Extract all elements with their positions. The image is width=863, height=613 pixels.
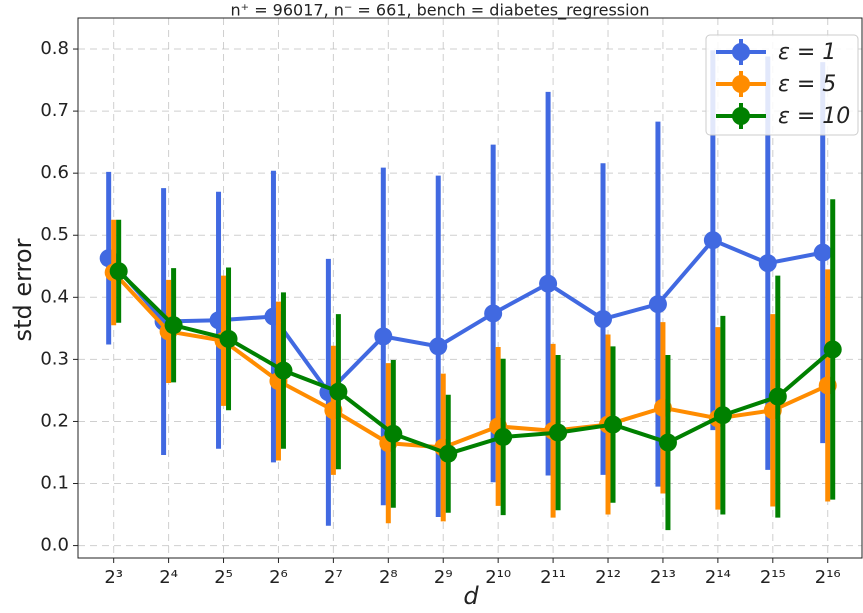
x-axis-label: d — [463, 582, 479, 609]
point — [219, 329, 238, 348]
point — [439, 444, 458, 463]
point — [274, 361, 293, 380]
x-tick-label: 2⁵ — [214, 567, 233, 588]
legend-marker — [732, 75, 750, 93]
point — [823, 340, 842, 359]
point — [484, 304, 503, 323]
x-tick-label: 2¹⁰ — [485, 567, 511, 588]
x-tick-label: 2⁶ — [269, 567, 288, 588]
point — [758, 254, 777, 273]
plot-frame — [77, 17, 863, 559]
y-tick-label: 0.1 — [40, 473, 69, 494]
x-tick-label: 2³ — [104, 567, 123, 588]
y-tick-label: 0.3 — [40, 348, 69, 369]
point — [713, 406, 732, 425]
point — [494, 427, 513, 446]
y-tick-label: 0.6 — [40, 162, 69, 183]
x-tick-label: 2¹⁶ — [815, 567, 841, 588]
series — [104, 219, 837, 524]
series-line — [117, 269, 835, 456]
legend-label: ε = 5 — [778, 72, 836, 97]
point — [539, 274, 558, 293]
point — [813, 243, 832, 262]
y-tick-label: 0.4 — [40, 286, 69, 307]
legend-label: ε = 10 — [778, 104, 850, 129]
x-tick-label: 2⁸ — [379, 567, 398, 588]
y-axis-label: std error — [9, 238, 37, 341]
y-tick-label: 0.5 — [40, 224, 69, 245]
x-tick-label: 2¹¹ — [540, 567, 566, 588]
point — [429, 337, 448, 356]
point — [594, 310, 613, 329]
series — [109, 199, 842, 531]
point — [648, 295, 667, 314]
y-tick-label: 0.7 — [40, 100, 69, 121]
x-tick-label: 2⁷ — [324, 567, 343, 588]
point — [768, 387, 787, 406]
x-tick-label: 2¹² — [595, 567, 621, 588]
point — [658, 433, 677, 452]
y-tick-label: 0.0 — [40, 535, 69, 556]
x-tick-label: 2¹³ — [650, 567, 676, 588]
legend-label: ε = 1 — [778, 40, 836, 65]
y-tick-label: 0.8 — [40, 38, 69, 59]
x-tick-label: 2⁹ — [434, 567, 453, 588]
legend-marker — [732, 107, 750, 125]
x-tick-label: 2¹⁵ — [760, 567, 786, 588]
x-tick-label: 2¹⁴ — [705, 567, 731, 588]
point — [374, 327, 393, 346]
point — [109, 262, 128, 281]
y-tick-label: 0.2 — [40, 410, 69, 431]
chart-title: n⁺ = 96017, n⁻ = 661, bench = diabetes_r… — [231, 1, 650, 21]
series-line — [112, 271, 829, 450]
point — [164, 316, 183, 335]
point — [549, 423, 568, 442]
x-tick-label: 2⁴ — [159, 567, 178, 588]
point — [329, 382, 348, 401]
point — [703, 231, 722, 250]
legend-marker — [732, 43, 750, 61]
point — [604, 415, 623, 434]
point — [384, 424, 403, 443]
